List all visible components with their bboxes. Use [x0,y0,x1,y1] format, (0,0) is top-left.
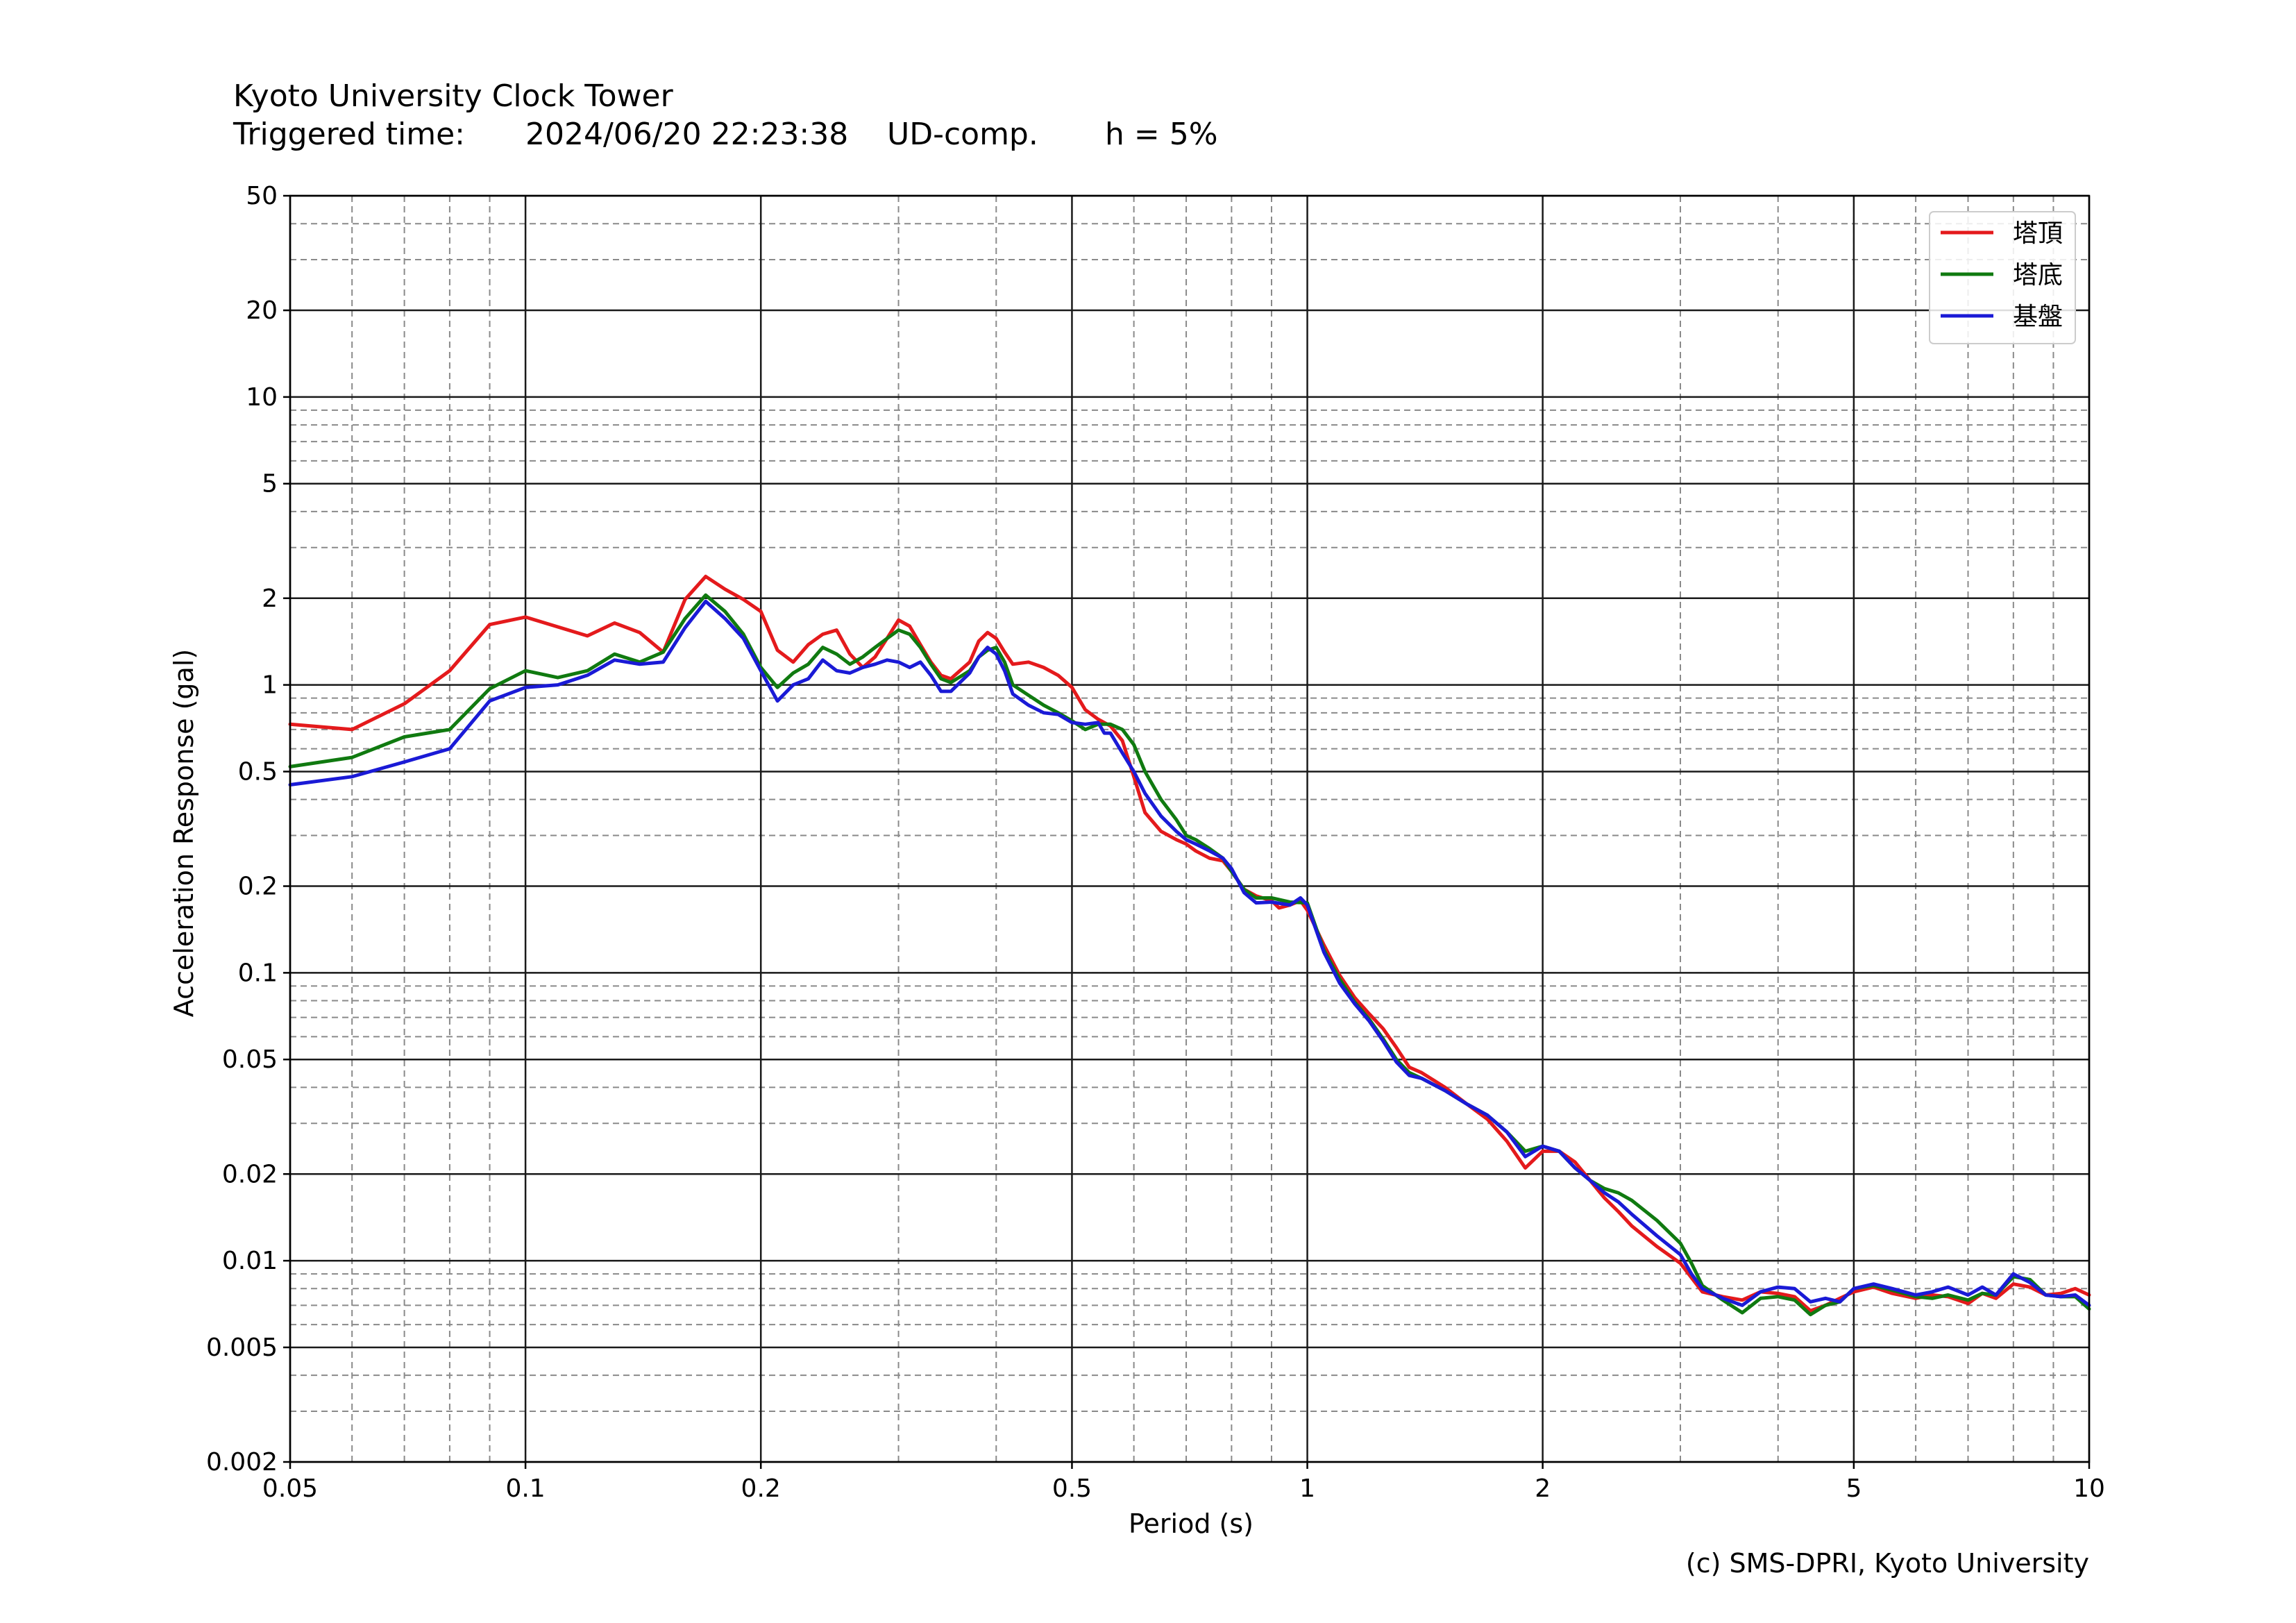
y-tick-label: 0.002 [206,1448,278,1477]
y-tick-label: 0.05 [222,1045,278,1074]
y-tick-label: 0.2 [238,873,278,901]
legend-label-0: 塔頂 [2013,219,2063,248]
y-tick-label: 50 [246,182,278,210]
y-tick-label: 20 [246,296,278,325]
y-tick-label: 2 [262,585,278,613]
axis-ticks: 0.05 0.1 0.2 0.5 1 2 5 10 0.002 0.005 0.01 0.02 0.05… [206,182,2105,1503]
trigger-time: 2024/06/20 22:23:38 [525,117,848,152]
y-tick-label: 5 [262,470,278,498]
x-tick-label: 10 [2073,1474,2105,1503]
y-tick-label: 10 [246,383,278,412]
y-tick-label: 0.5 [238,757,278,786]
legend: 塔頂 塔底 基盤 [1929,211,2076,344]
x-tick-label: 2 [1535,1474,1551,1503]
series-line-1 [288,593,2091,1317]
x-tick-label: 0.2 [741,1474,781,1503]
x-tick-label: 0.1 [505,1474,545,1503]
x-tick-label: 0.5 [1052,1474,1092,1503]
x-tick-label: 5 [1846,1474,1862,1503]
series-lines [288,574,2091,1317]
y-tick-label: 0.005 [206,1334,278,1362]
y-tick-label: 0.02 [222,1160,278,1188]
x-axis-label: Period (s) [1129,1508,1253,1539]
major-grid [289,194,2091,1463]
legend-label-1: 塔底 [2013,261,2063,289]
y-tick-label: 0.1 [238,959,278,987]
chart-title: Kyoto University Clock Tower [233,78,674,114]
series-line-0 [288,574,2091,1313]
component-label: UD-comp. [887,117,1038,152]
x-tick-label: 1 [1299,1474,1315,1503]
plot-frame [289,194,2091,1463]
y-axis-label: Acceleration Response (gal) [169,649,199,1017]
damping-label: h = 5% [1105,117,1218,152]
trigger-label: Triggered time: [233,117,465,152]
y-tick-label: 1 [262,671,278,700]
legend-label-2: 基盤 [2013,303,2063,331]
y-tick-label: 0.01 [222,1247,278,1275]
legend-box [1929,211,2076,344]
x-tick-label: 0.05 [262,1474,318,1503]
minor-grid [290,196,2089,1462]
series-line-2 [288,599,2091,1307]
credit-text: (c) SMS-DPRI, Kyoto University [1686,1548,2089,1579]
